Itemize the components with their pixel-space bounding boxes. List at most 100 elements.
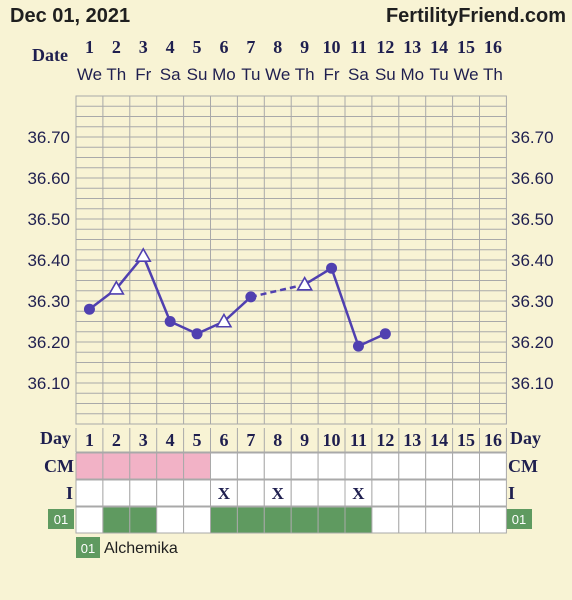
data-point-circle bbox=[191, 328, 203, 340]
date-number: 6 bbox=[219, 37, 228, 57]
date-number: 8 bbox=[273, 37, 282, 57]
cm-cell bbox=[317, 452, 346, 480]
date-number: 14 bbox=[430, 37, 448, 57]
legend-label: Alchemika bbox=[104, 540, 178, 557]
weekday-label: Sa bbox=[348, 65, 369, 84]
med-cell bbox=[425, 506, 454, 534]
y-tick-label: 36.10 bbox=[511, 374, 554, 393]
y-axis-right: 36.70 36.60 36.50 36.40 36.30 36.20 36.10 bbox=[511, 128, 554, 393]
cm-cell bbox=[263, 452, 292, 480]
intercourse-cell bbox=[102, 479, 131, 507]
chart-date: Dec 01, 2021 bbox=[10, 5, 130, 27]
legend: 01 Alchemika bbox=[76, 537, 178, 558]
row-label-cm: CM bbox=[508, 456, 538, 476]
day-number: 1 bbox=[85, 430, 94, 450]
data-point-triangle bbox=[107, 280, 125, 295]
day-number: 3 bbox=[139, 430, 148, 450]
day-number: 10 bbox=[323, 430, 341, 450]
data-point-circle bbox=[379, 328, 391, 340]
data-point-circle bbox=[164, 316, 176, 327]
day-number: 16 bbox=[484, 430, 502, 450]
legend-badge-label: 01 bbox=[81, 541, 95, 556]
med-cell bbox=[317, 506, 346, 534]
cm-cell bbox=[371, 452, 400, 480]
y-tick-label: 36.60 bbox=[27, 169, 70, 188]
med-cell bbox=[156, 506, 185, 534]
cm-cell bbox=[210, 452, 238, 480]
temperature-grid bbox=[75, 95, 507, 425]
cm-cell bbox=[183, 452, 212, 480]
intercourse-cell bbox=[452, 479, 481, 507]
intercourse-cell bbox=[290, 479, 319, 507]
weekday-label: Th bbox=[295, 65, 315, 84]
day-number: 9 bbox=[300, 430, 309, 450]
intercourse-cell bbox=[183, 479, 212, 507]
cm-cell bbox=[425, 452, 454, 480]
date-number: 3 bbox=[139, 37, 148, 57]
legend-badge bbox=[76, 537, 100, 558]
row-label-intercourse: I bbox=[508, 483, 515, 503]
date-number: 5 bbox=[193, 37, 202, 57]
med-cell bbox=[398, 506, 427, 534]
y-axis-left: 36.70 36.60 36.50 36.40 36.30 36.20 36.10 bbox=[27, 128, 70, 393]
day-number: 11 bbox=[350, 430, 367, 450]
row-label-day: Day bbox=[40, 428, 71, 448]
weekday-label: Fr bbox=[324, 65, 340, 84]
date-number: 11 bbox=[350, 37, 367, 57]
intercourse-cell bbox=[479, 479, 507, 507]
cm-cell bbox=[129, 452, 158, 480]
series-segment bbox=[330, 267, 360, 347]
day-number: 8 bbox=[273, 430, 282, 450]
weekday-label: Fr bbox=[135, 65, 151, 84]
intercourse-cell bbox=[236, 479, 265, 507]
y-tick-label: 36.30 bbox=[511, 292, 554, 311]
weekday-label: We bbox=[453, 65, 478, 84]
date-number: 7 bbox=[246, 37, 255, 57]
day-number: 2 bbox=[112, 430, 121, 450]
y-tick-label: 36.20 bbox=[27, 333, 70, 352]
intercourse-cell bbox=[75, 479, 104, 507]
date-number: 16 bbox=[484, 37, 502, 57]
date-label: Date bbox=[32, 45, 68, 65]
row-label-day: Day bbox=[510, 428, 541, 448]
weekday-label: We bbox=[77, 65, 102, 84]
data-point-triangle bbox=[134, 247, 152, 262]
med-cell bbox=[75, 506, 104, 534]
data-point-circle bbox=[352, 340, 364, 352]
y-tick-label: 36.70 bbox=[27, 128, 70, 147]
weekday-label: Th bbox=[106, 65, 126, 84]
med-cell bbox=[102, 506, 131, 534]
date-header: 1 We 2 Th 3 Fr 4 Sa 5 Su 6 Mo 7 Tu 8 We 9 Th 10 Fr 11 Sa 12 Su 1… bbox=[77, 37, 503, 84]
row-label-intercourse: I bbox=[66, 483, 73, 503]
med-cell bbox=[344, 506, 373, 534]
intercourse-cell bbox=[317, 479, 346, 507]
day-number: 6 bbox=[219, 430, 228, 450]
data-point-circle bbox=[326, 262, 338, 274]
med-badge-label: 01 bbox=[512, 512, 526, 527]
site-name: FertilityFriend.com bbox=[386, 5, 566, 27]
date-number: 4 bbox=[166, 37, 175, 57]
y-tick-label: 36.50 bbox=[27, 210, 70, 229]
day-number: 5 bbox=[193, 430, 202, 450]
med-badge bbox=[48, 509, 74, 529]
y-tick-label: 36.40 bbox=[27, 251, 70, 270]
intercourse-mark: X bbox=[272, 484, 285, 503]
intercourse-mark: X bbox=[352, 484, 365, 503]
med-cell bbox=[236, 506, 265, 534]
weekday-label: Mo bbox=[400, 65, 424, 84]
date-number: 12 bbox=[376, 37, 394, 57]
cm-cell bbox=[75, 452, 104, 480]
med-cell bbox=[452, 506, 481, 534]
weekday-label: Mo bbox=[212, 65, 236, 84]
data-point-triangle bbox=[296, 275, 314, 291]
series-segment bbox=[223, 295, 252, 323]
weekday-label: Su bbox=[187, 65, 208, 84]
cm-cell bbox=[290, 452, 319, 480]
data-point-circle bbox=[83, 303, 95, 315]
med-cell bbox=[183, 506, 212, 534]
date-number: 1 bbox=[85, 37, 94, 57]
y-tick-label: 36.50 bbox=[511, 210, 554, 229]
temperature-series bbox=[83, 247, 391, 352]
day-number: 15 bbox=[457, 430, 475, 450]
